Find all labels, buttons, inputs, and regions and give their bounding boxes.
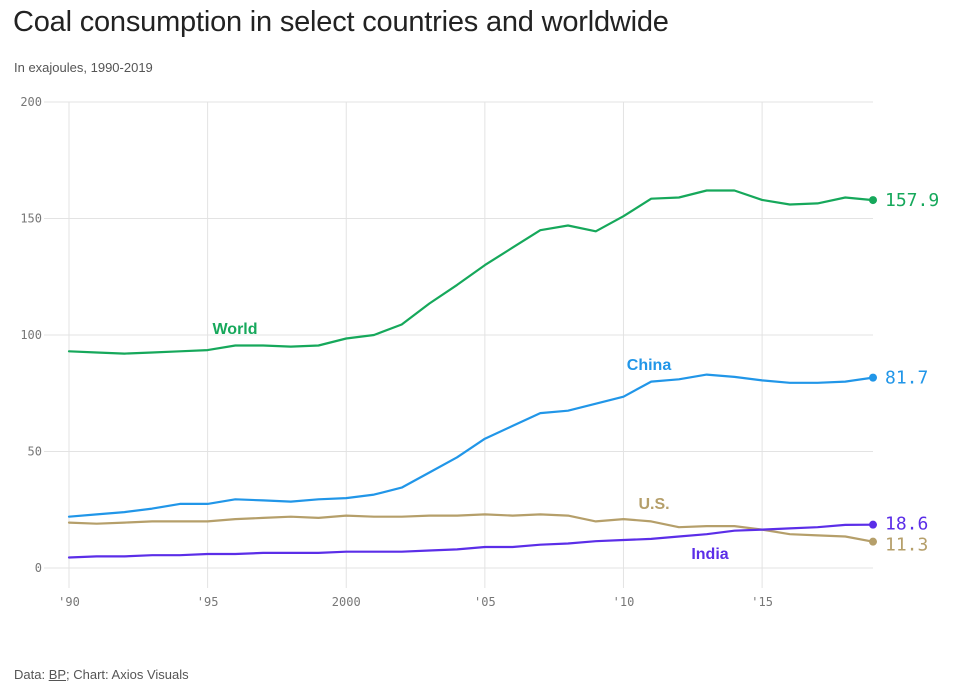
end-point (869, 520, 877, 529)
end-value-label: 81.7 (885, 368, 928, 389)
series-name-label: World (212, 321, 257, 338)
series-line-us (67, 513, 875, 543)
footer-suffix: ; Chart: Axios Visuals (66, 667, 189, 682)
series-name-label: U.S. (638, 496, 669, 513)
x-tick-label: '15 (751, 595, 773, 609)
chart-footer: Data: BP; Chart: Axios Visuals (14, 667, 189, 682)
series-line-world (67, 189, 875, 355)
end-value-label: 157.9 (885, 190, 939, 211)
chart-subtitle: In exajoules, 1990-2019 (14, 60, 153, 75)
series-name-label: India (691, 546, 728, 563)
series-line-china (67, 373, 875, 518)
y-tick-label: 100 (20, 328, 42, 342)
x-tick-label: '90 (58, 595, 80, 609)
chart-title: Coal consumption in select countries and… (13, 6, 669, 38)
end-point (869, 537, 877, 546)
footer-prefix: Data: (14, 667, 49, 682)
end-point (869, 373, 877, 382)
x-tick-label: '95 (197, 595, 219, 609)
series-line-india (67, 523, 875, 559)
y-tick-label: 0 (35, 561, 42, 575)
series-lines (67, 189, 877, 559)
y-tick-label: 50 (28, 445, 42, 459)
x-tick-label: 2000 (332, 595, 361, 609)
y-tick-label: 200 (20, 95, 42, 109)
end-value-label: 11.3 (885, 535, 928, 556)
y-tick-label: 150 (20, 212, 42, 226)
source-link[interactable]: BP (48, 667, 67, 682)
series-name-label: China (627, 357, 672, 374)
x-tick-label: '10 (613, 595, 635, 609)
end-point (869, 196, 877, 205)
x-tick-label: '05 (474, 595, 496, 609)
series-labels: 157.9 World 81.7 China 11.3 U.S. 18.6 India (212, 190, 939, 563)
grid (44, 101, 873, 588)
end-value-label: 18.6 (885, 514, 928, 535)
axes: 0 50 100 150 200 '90 '95 2000 '05 '10 '15 (20, 95, 773, 609)
